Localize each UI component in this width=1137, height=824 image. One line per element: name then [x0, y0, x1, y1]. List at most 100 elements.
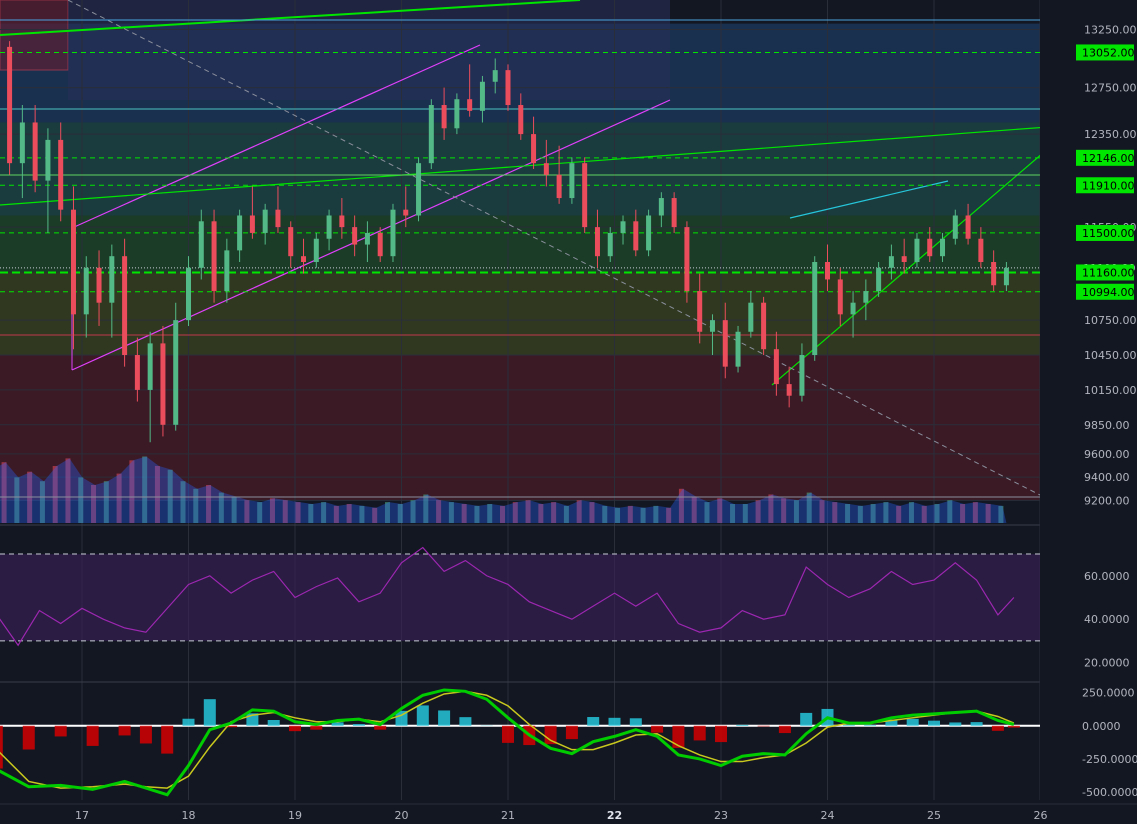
macd-hist-bar — [778, 725, 791, 734]
macd-hist-bar — [949, 722, 962, 726]
macd-hist-bar — [1007, 725, 1020, 728]
macd-hist-bar — [842, 725, 855, 726]
macd-hist-bar — [54, 725, 67, 737]
volume-ma-area — [0, 456, 1007, 523]
candle-body — [1003, 267, 1009, 286]
volume-bar — [269, 498, 275, 523]
price-tag-text: 10994.00 — [1082, 286, 1135, 299]
price-tag-text: 12146.00 — [1082, 152, 1135, 165]
volume-bar — [704, 502, 710, 523]
volume-bar — [206, 485, 212, 523]
candle-body — [275, 209, 281, 228]
rsi-pane — [0, 546, 1040, 647]
candle-body — [518, 105, 524, 135]
volume-bar — [180, 481, 186, 523]
channel-lower-line — [71, 99, 671, 371]
candle-body — [45, 139, 51, 181]
macd-hist-bar — [629, 718, 642, 726]
candle-body — [965, 215, 971, 239]
macd-hist-bar — [161, 725, 174, 754]
candle-body — [914, 238, 920, 262]
macd-hist-bar — [310, 725, 323, 730]
candle-body — [786, 384, 792, 396]
volume-bar — [755, 500, 761, 523]
macd-tick: -250.0000 — [1082, 753, 1137, 766]
candle-body — [441, 105, 447, 129]
top-trend-line — [0, 0, 581, 36]
volume-bar — [308, 504, 314, 523]
macd-hist-bar — [970, 722, 983, 726]
candle-body — [364, 232, 370, 245]
volume-bar — [193, 488, 199, 523]
volume-bar — [563, 505, 569, 523]
candle-body — [339, 215, 345, 228]
macd-hist-bar — [544, 725, 557, 745]
candle-body — [825, 262, 830, 280]
macd-hist-bar — [374, 725, 387, 730]
macd-hist-bar — [289, 725, 301, 732]
volume-bar — [91, 485, 97, 523]
volume-bar — [346, 504, 352, 523]
volume-bar — [423, 494, 429, 523]
macd-tick: 250.0000 — [1082, 687, 1135, 700]
volume-bar — [985, 504, 991, 523]
volume-bar — [883, 502, 889, 523]
candle-body — [173, 320, 179, 425]
price-axis-bg — [1040, 0, 1137, 824]
price-tag-bg — [1076, 283, 1134, 300]
candle-body — [582, 163, 588, 228]
candle-body — [876, 267, 882, 292]
volume-bar — [372, 507, 378, 523]
candle-body — [428, 105, 434, 164]
candle-body — [326, 215, 332, 239]
price-tick: 12750.00 — [1084, 82, 1137, 95]
volume-bar — [410, 500, 416, 523]
macd-hist-bar — [757, 725, 770, 727]
macd-hist-bar — [693, 725, 706, 741]
candle-body — [467, 99, 473, 111]
macd-tick: -500.0000 — [1082, 786, 1137, 799]
macd-hist-bar — [118, 725, 131, 736]
macd-hist-bar — [416, 705, 429, 726]
price-tick: 12350.00 — [1084, 128, 1137, 141]
time-label-20: 20 — [395, 809, 409, 822]
candle-body — [147, 343, 153, 390]
macd-hist-bar — [395, 710, 408, 726]
volume-bar — [14, 477, 20, 523]
candle-body — [224, 250, 230, 292]
volume-bar — [845, 504, 851, 523]
candle-body — [569, 163, 575, 199]
price-tag-bg — [1076, 264, 1134, 281]
candle-body — [607, 232, 613, 257]
candle-body — [850, 302, 856, 315]
candle-body — [543, 163, 549, 175]
volume-bar — [857, 505, 863, 523]
candle-body — [773, 349, 779, 385]
candle-body — [58, 139, 64, 210]
volume-bar — [52, 466, 58, 523]
price-tag-bg — [1076, 44, 1134, 61]
volume-bar — [244, 500, 250, 523]
volume-bar — [1, 462, 7, 523]
volume-bar — [717, 498, 723, 523]
candle-body — [940, 238, 946, 257]
candle-body — [301, 256, 307, 262]
volume-bar — [896, 505, 902, 523]
candle-body — [812, 262, 818, 356]
macd-hist-bar — [438, 710, 451, 726]
volume-bar — [615, 507, 621, 523]
volume-bar — [500, 505, 505, 523]
candle-body — [313, 238, 319, 262]
volume-bar — [730, 504, 736, 523]
time-label-17: 17 — [75, 809, 89, 822]
macd-hist-bar — [991, 725, 1004, 731]
volume-bar — [397, 504, 403, 523]
price-tag-text: 11500.00 — [1082, 227, 1135, 240]
volume-bar — [129, 460, 135, 523]
candlesticks — [7, 41, 1009, 443]
candle-body — [237, 215, 243, 251]
macd-hist-bar — [203, 699, 216, 726]
candle-body — [901, 256, 907, 262]
